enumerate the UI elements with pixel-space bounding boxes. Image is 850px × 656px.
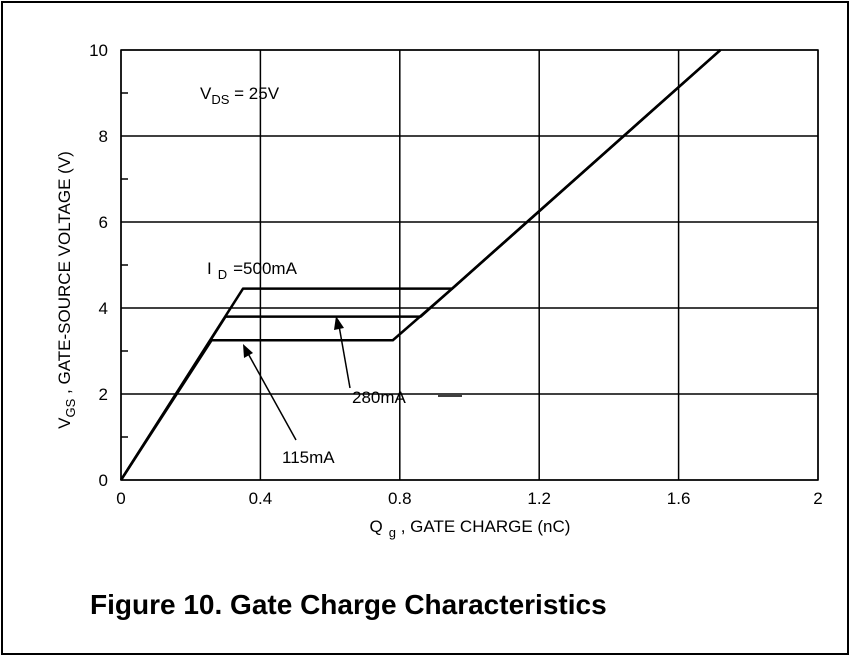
condition-label: VDS = 25V (200, 84, 280, 107)
series-line (119, 49, 722, 481)
arrowhead (243, 344, 253, 358)
y-axis-label: VGS , GATE-SOURCE VOLTAGE (V) (55, 151, 78, 429)
id-label: I D =500mA (207, 259, 298, 282)
x-tick-label: 0.4 (249, 489, 273, 508)
y-tick-label: 10 (89, 41, 108, 60)
y-tick-label: 8 (99, 127, 108, 146)
y-tick-label: 0 (99, 471, 108, 490)
figure-title: Figure 10. Gate Charge Characteristics (90, 589, 607, 620)
series-label: 115mA (282, 448, 335, 467)
x-tick-label: 0.8 (388, 489, 412, 508)
y-tick-label: 4 (99, 299, 108, 318)
series-label: 280mA (352, 388, 407, 407)
x-tick-label: 1.6 (667, 489, 691, 508)
y-tick-label: 2 (99, 385, 108, 404)
x-tick-label: 0 (116, 489, 125, 508)
x-tick-label: 1.2 (527, 489, 551, 508)
x-tick-label: 2 (813, 489, 822, 508)
arrowhead (334, 316, 344, 330)
y-tick-label: 6 (99, 213, 108, 232)
arrow (337, 319, 351, 389)
